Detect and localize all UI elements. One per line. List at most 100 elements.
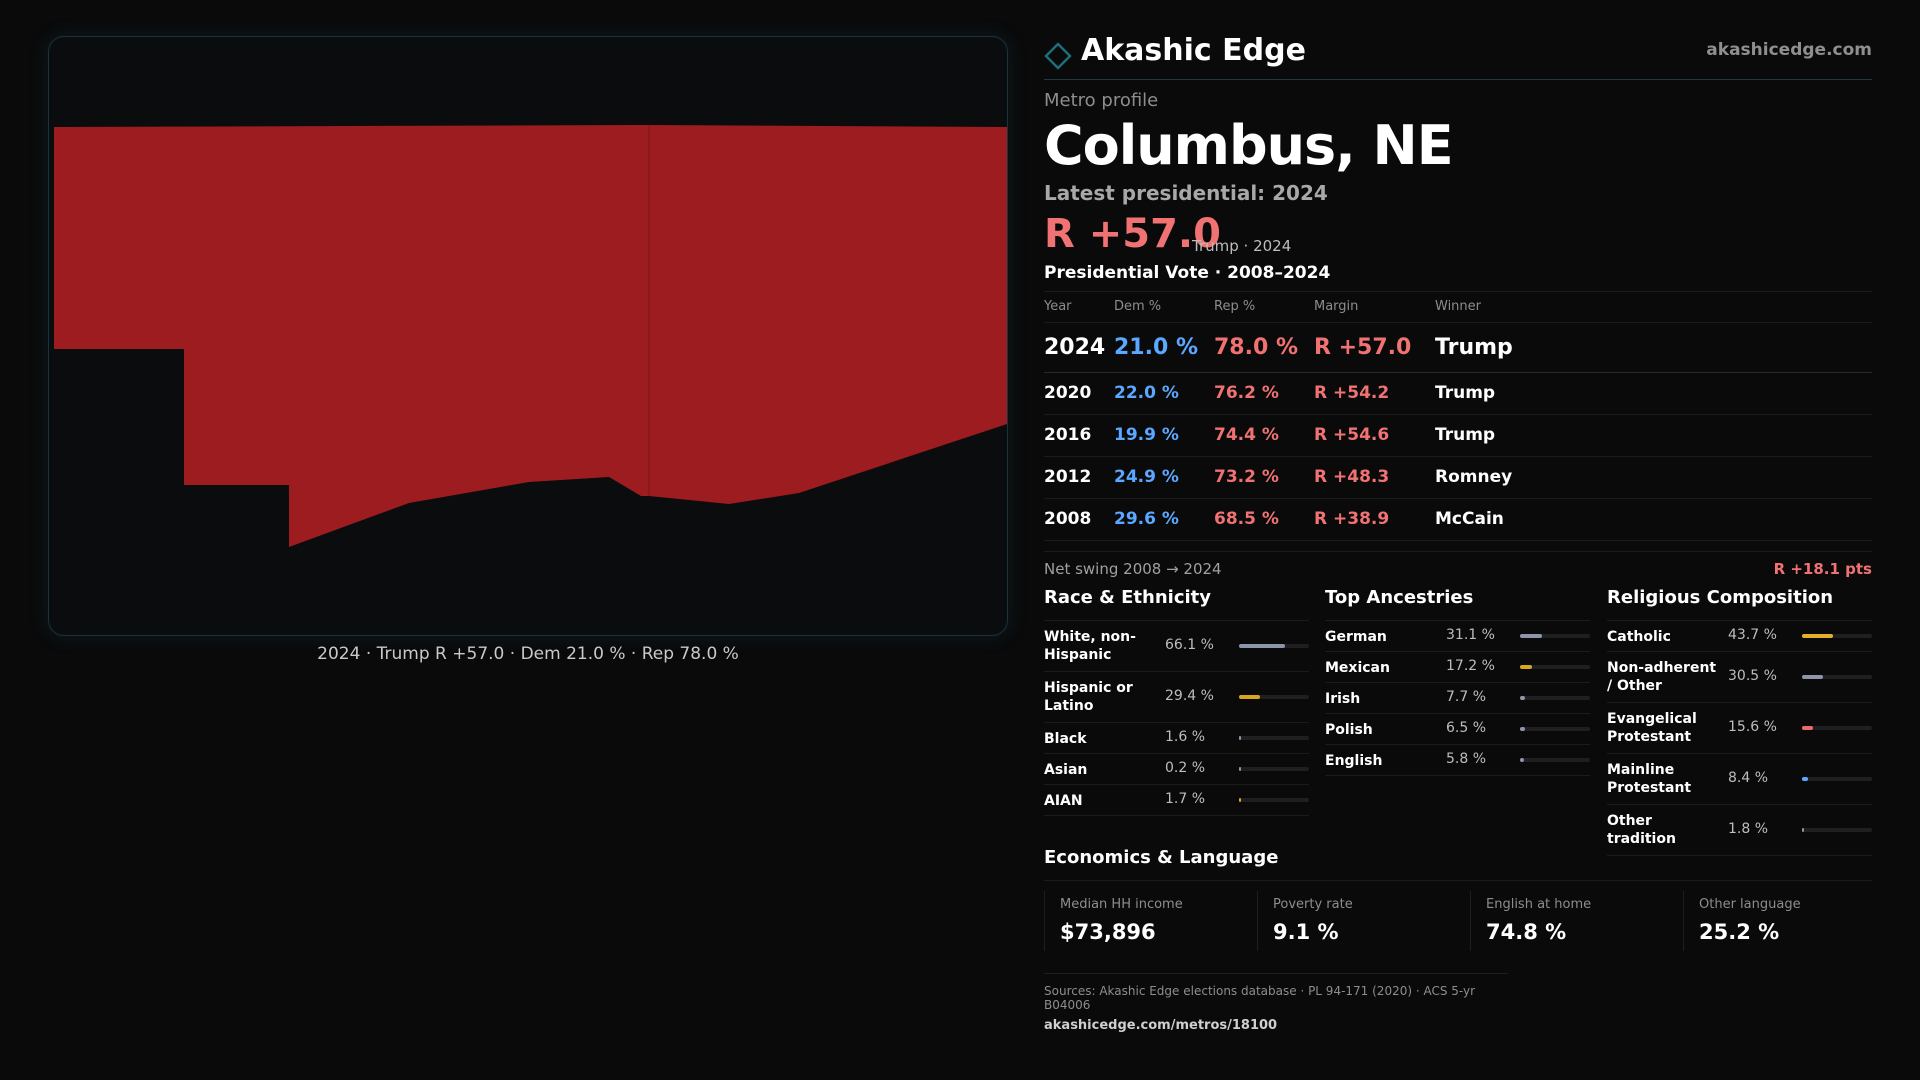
page-url-link[interactable]: akashicedge.com/metros/18100 (1044, 1017, 1278, 1033)
headline-result: R +57.0 Trump · 2024 (1044, 211, 1872, 259)
demo-row-bar-track (1239, 644, 1309, 649)
demo-row-bar-track (1802, 828, 1872, 833)
demo-row-label: Black (1044, 730, 1087, 747)
brand-url[interactable]: akashicedge.com (1706, 40, 1872, 60)
headline-winner: Trump · 2024 (1192, 237, 1292, 256)
cell-dem: 21.0 % (1114, 322, 1214, 373)
religion-block: Religious Composition Catholic 43.7 % Non-… (1607, 587, 1872, 856)
demo-row-label: Asian (1044, 761, 1088, 778)
demo-row: Irish 7.7 % (1325, 683, 1590, 714)
demo-row-label: AIAN (1044, 792, 1083, 809)
demo-row-bar-fill (1520, 665, 1533, 670)
demo-row-pct: 0.2 % (1165, 760, 1206, 777)
cell-rep: 78.0 % (1214, 322, 1314, 373)
economics-title: Economics & Language (1044, 847, 1872, 881)
demo-row-bar-fill (1802, 777, 1808, 782)
brand-header: Akashic Edge akashicedge.com (1044, 30, 1872, 80)
net-swing-label: Net swing 2008 → 2024 (1044, 559, 1222, 578)
cell-winner: Trump (1435, 414, 1872, 457)
cell-year: 2020 (1044, 372, 1114, 415)
demo-row: Catholic 43.7 % (1607, 621, 1872, 652)
demo-row: Asian 0.2 % (1044, 754, 1309, 785)
demo-row-bar-track (1239, 695, 1309, 700)
demo-row-bar-fill (1520, 758, 1525, 763)
cell-dem: 22.0 % (1114, 372, 1214, 415)
footer: Sources: Akashic Edge elections database… (1044, 972, 1508, 1033)
econ-income: Median HH income $73,896 (1044, 890, 1257, 951)
demo-row: Mexican 17.2 % (1325, 652, 1590, 683)
table-header-row: Year Dem % Rep % Margin Winner (1044, 292, 1872, 323)
cell-dem: 19.9 % (1114, 414, 1214, 457)
cell-year: 2016 (1044, 414, 1114, 457)
demo-row-bar-track (1239, 736, 1309, 741)
demo-row: White, non-Hispanic 66.1 % (1044, 621, 1309, 672)
demo-row-bar-track (1520, 665, 1590, 670)
cell-year: 2008 (1044, 498, 1114, 541)
demo-row: English 5.8 % (1325, 745, 1590, 776)
cell-rep: 68.5 % (1214, 498, 1314, 541)
cell-winner: Romney (1435, 456, 1872, 499)
demo-row-label: Non-adherent / Other (1607, 659, 1717, 694)
demo-row-pct: 7.7 % (1446, 689, 1487, 706)
col-header-winner: Winner (1435, 292, 1872, 323)
cell-margin: R +48.3 (1314, 456, 1435, 499)
demo-row-bar-track (1802, 634, 1872, 639)
demo-row-label: Mexican (1325, 659, 1390, 676)
cell-margin: R +54.2 (1314, 372, 1435, 415)
cell-winner: McCain (1435, 498, 1872, 541)
demo-row-pct: 17.2 % (1446, 658, 1495, 675)
econ-label: Other language (1699, 896, 1801, 912)
net-swing: Net swing 2008 → 2024 R +18.1 pts (1044, 550, 1872, 581)
col-header-margin: Margin (1314, 292, 1435, 323)
religion-title: Religious Composition (1607, 587, 1872, 621)
diamond-outline-icon (1044, 42, 1072, 70)
demo-row-bar-track (1802, 675, 1872, 680)
demo-row: Non-adherent / Other 30.5 % (1607, 652, 1872, 703)
demo-row-label: Evangelical Protestant (1607, 710, 1697, 745)
demo-row-bar-fill (1520, 634, 1542, 639)
page-title: Columbus, NE (1044, 114, 1454, 177)
profile-panel: Akashic Edge akashicedge.com Metro profi… (1044, 30, 1872, 1033)
demo-row-pct: 66.1 % (1165, 637, 1214, 654)
economics-grid: Median HH income $73,896 Poverty rate 9.… (1044, 890, 1872, 971)
demo-row-pct: 1.7 % (1165, 791, 1206, 808)
econ-poverty: Poverty rate 9.1 % (1257, 890, 1470, 951)
demo-row-label: Mainline Protestant (1607, 761, 1692, 796)
presidential-vote-table: Year Dem % Rep % Margin Winner 2024 21.0… (1044, 292, 1872, 541)
county-east[interactable] (649, 125, 1007, 504)
cell-rep: 73.2 % (1214, 456, 1314, 499)
demo-row-label: Other tradition (1607, 812, 1676, 847)
econ-english: English at home 74.8 % (1470, 890, 1683, 951)
demo-row-bar-track (1802, 726, 1872, 731)
cell-winner: Trump (1435, 322, 1872, 373)
econ-label: Median HH income (1060, 896, 1183, 912)
col-header-year: Year (1044, 292, 1114, 323)
demo-row-label: German (1325, 628, 1387, 645)
net-swing-value: R +18.1 pts (1773, 559, 1872, 578)
col-header-dem: Dem % (1114, 292, 1214, 323)
econ-value: 25.2 % (1699, 919, 1780, 944)
demo-row: Evangelical Protestant 15.6 % (1607, 703, 1872, 754)
cell-winner: Trump (1435, 372, 1872, 415)
demo-row-bar-track (1520, 727, 1590, 732)
brand-name[interactable]: Akashic Edge (1081, 33, 1306, 68)
race-ethnicity-block: Race & Ethnicity White, non-Hispanic 66.1… (1044, 587, 1309, 816)
race-ethnicity-title: Race & Ethnicity (1044, 587, 1309, 621)
demo-row-pct: 31.1 % (1446, 627, 1495, 644)
demo-row: Polish 6.5 % (1325, 714, 1590, 745)
demo-row-bar-fill (1520, 696, 1526, 701)
demo-row-bar-fill (1239, 798, 1241, 803)
metro-map[interactable] (48, 36, 1008, 636)
cell-rep: 76.2 % (1214, 372, 1314, 415)
demo-row-pct: 1.8 % (1728, 821, 1769, 838)
cell-rep: 74.4 % (1214, 414, 1314, 457)
demo-row-bar-fill (1239, 695, 1260, 700)
demo-row-label: White, non-Hispanic (1044, 628, 1136, 663)
cell-margin: R +54.6 (1314, 414, 1435, 457)
cell-margin: R +57.0 (1314, 322, 1435, 373)
demo-row: Other tradition 1.8 % (1607, 805, 1872, 856)
county-west[interactable] (54, 125, 649, 547)
demo-row-bar-track (1520, 758, 1590, 763)
demographics: Race & Ethnicity White, non-Hispanic 66.1… (1044, 587, 1872, 856)
table-row: 2020 22.0 % 76.2 % R +54.2 Trump (1044, 372, 1872, 415)
